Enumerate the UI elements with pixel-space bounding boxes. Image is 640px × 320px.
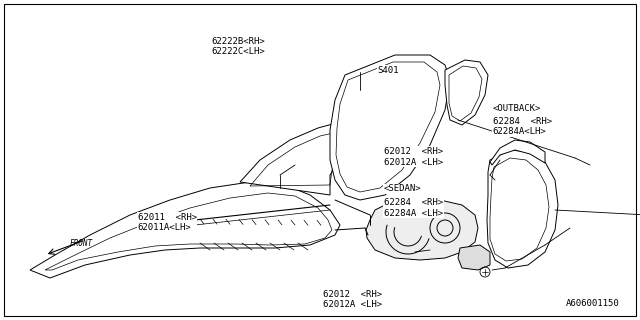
Text: <SEDAN>: <SEDAN>: [384, 184, 422, 193]
Polygon shape: [366, 200, 478, 260]
Text: 62011  <RH>
62011A<LH>: 62011 <RH> 62011A<LH>: [138, 213, 196, 232]
Polygon shape: [240, 122, 360, 195]
Text: FRONT: FRONT: [70, 239, 93, 248]
Polygon shape: [487, 150, 558, 268]
Text: A606001150: A606001150: [566, 299, 620, 308]
Polygon shape: [330, 55, 450, 200]
Text: 62012  <RH>
62012A <LH>: 62012 <RH> 62012A <LH>: [323, 290, 382, 309]
Polygon shape: [30, 182, 340, 278]
Polygon shape: [458, 245, 490, 270]
Text: <OUTBACK>: <OUTBACK>: [493, 104, 541, 113]
Text: 62284  <RH>
62284A<LH>: 62284 <RH> 62284A<LH>: [493, 117, 552, 136]
Polygon shape: [490, 140, 545, 165]
Polygon shape: [445, 60, 488, 125]
Text: 62222B<RH>
62222C<LH>: 62222B<RH> 62222C<LH>: [211, 37, 265, 56]
Text: 62012  <RH>
62012A <LH>: 62012 <RH> 62012A <LH>: [384, 147, 443, 166]
Text: 62284  <RH>
62284A <LH>: 62284 <RH> 62284A <LH>: [384, 198, 443, 218]
Text: S401: S401: [378, 66, 399, 75]
